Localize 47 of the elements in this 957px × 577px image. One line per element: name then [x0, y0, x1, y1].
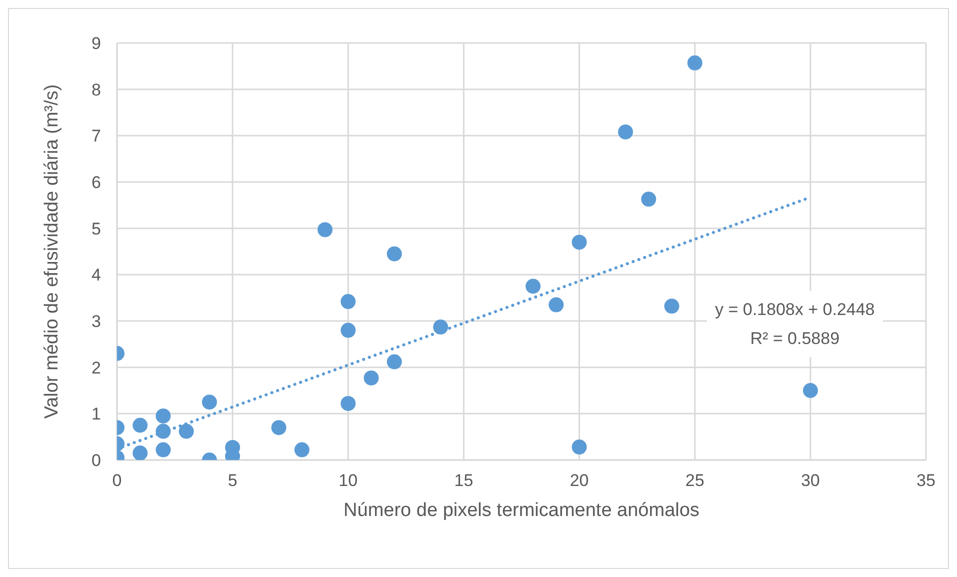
- annotation: R² = 0.5889: [749, 328, 841, 350]
- x-tick-label: 20: [570, 471, 589, 490]
- y-tick-label: 6: [92, 173, 101, 192]
- x-tick-label: 10: [338, 471, 358, 490]
- x-tick-label: 35: [916, 471, 936, 490]
- y-tick-label: 2: [92, 358, 101, 378]
- x-tick-label: 30: [800, 471, 820, 490]
- point: [572, 234, 587, 250]
- x-tick-label: 25: [685, 471, 704, 490]
- point: [271, 420, 286, 436]
- point: [132, 418, 148, 433]
- y-tick-label: 8: [92, 80, 101, 100]
- point: [156, 442, 171, 458]
- point: [572, 440, 587, 455]
- point: [178, 424, 194, 439]
- point: [340, 294, 356, 310]
- x-tick-label: 15: [454, 471, 474, 490]
- point: [340, 322, 356, 338]
- y-tick-label: 3: [92, 312, 101, 332]
- point: [802, 383, 818, 398]
- point: [526, 278, 541, 294]
- x-tick-label: 0: [112, 471, 122, 490]
- point: [433, 320, 448, 335]
- y-tick-label: 0: [92, 451, 101, 470]
- point: [132, 446, 148, 460]
- point: [386, 246, 402, 262]
- point: [548, 297, 564, 312]
- y-tick-label: 4: [92, 266, 101, 285]
- point: [664, 298, 680, 314]
- y-tick-label: 7: [92, 126, 101, 146]
- point: [386, 354, 402, 370]
- point: [156, 408, 171, 424]
- point: [687, 55, 702, 70]
- point: [618, 124, 634, 140]
- y-tick-label: 9: [92, 34, 101, 54]
- x-tick-label: 5: [228, 471, 238, 490]
- point: [340, 396, 356, 411]
- point: [202, 394, 217, 410]
- y-tick-label: 5: [92, 219, 101, 238]
- point: [294, 442, 310, 458]
- x-axis-title: Número de pixels termicamente anómalos: [344, 500, 700, 521]
- point: [364, 370, 379, 386]
- y-axis-title: Valor médio de efusividade diária (m³/s): [42, 84, 63, 419]
- annotation: y = 0.1808x + 0.2448: [715, 299, 875, 321]
- point: [641, 192, 656, 207]
- y-tick-label: 1: [92, 404, 101, 424]
- point: [318, 222, 333, 238]
